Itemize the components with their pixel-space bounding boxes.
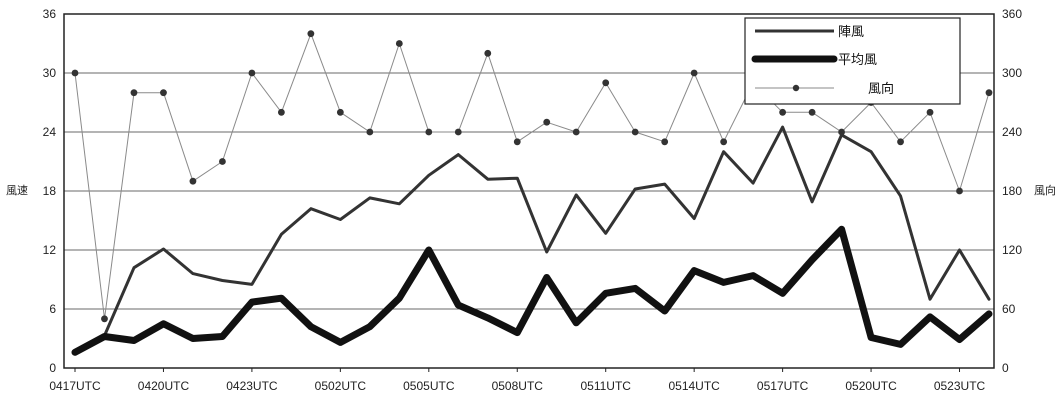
left-tick-label: 6 bbox=[49, 302, 56, 316]
data-point bbox=[956, 187, 963, 195]
x-axis-ticks: 0417UTC 0420UTC 0423UTC 0502UTC 0505UTC 0508U… bbox=[49, 368, 986, 393]
data-point bbox=[838, 128, 845, 136]
data-point bbox=[690, 69, 698, 77]
data-point bbox=[926, 108, 934, 116]
right-axis-label: 風向 bbox=[1034, 183, 1056, 197]
series-layer bbox=[71, 30, 993, 356]
right-axis-ticks: 0 60 120 180 240 300 360 bbox=[1002, 7, 1022, 375]
data-point bbox=[160, 89, 167, 97]
data-point bbox=[189, 177, 197, 185]
data-point bbox=[101, 315, 108, 323]
left-axis-label: 風速 bbox=[6, 184, 28, 197]
data-point bbox=[219, 158, 226, 165]
left-tick-label: 0 bbox=[49, 361, 56, 375]
right-tick-label: 60 bbox=[1002, 302, 1016, 316]
series-line bbox=[71, 225, 993, 356]
left-tick-label: 24 bbox=[43, 125, 57, 139]
right-tick-label: 0 bbox=[1002, 361, 1009, 375]
right-tick-label: 300 bbox=[1002, 66, 1022, 80]
x-tick-label: 0511UTC bbox=[580, 379, 631, 393]
left-tick-label: 18 bbox=[43, 184, 57, 198]
x-tick-label: 0508UTC bbox=[492, 379, 544, 393]
x-tick-label: 0423UTC bbox=[226, 379, 278, 393]
series-gust bbox=[73, 125, 991, 352]
right-tick-label: 240 bbox=[1002, 125, 1022, 139]
series-mean-wind bbox=[71, 225, 993, 356]
data-point bbox=[366, 128, 374, 136]
x-tick-label: 0505UTC bbox=[403, 379, 455, 393]
legend-label-gust: 陣風 bbox=[838, 25, 864, 40]
plot-area-frame bbox=[63, 13, 995, 369]
x-tick-label: 0517UTC bbox=[757, 379, 809, 393]
data-point bbox=[572, 128, 580, 136]
data-point bbox=[336, 108, 344, 116]
right-tick-label: 120 bbox=[1002, 243, 1022, 257]
data-point bbox=[985, 89, 993, 97]
left-tick-label: 36 bbox=[43, 7, 57, 21]
x-tick-label: 0502UTC bbox=[315, 379, 367, 393]
x-tick-label: 0420UTC bbox=[138, 379, 190, 393]
data-point bbox=[71, 69, 79, 77]
data-point bbox=[631, 128, 639, 136]
data-point bbox=[897, 138, 904, 146]
series-line bbox=[74, 33, 990, 320]
legend-marker-direction bbox=[792, 84, 800, 92]
data-point bbox=[307, 30, 315, 38]
data-point bbox=[602, 79, 610, 87]
data-point bbox=[661, 138, 669, 146]
left-axis-ticks: 0 6 12 18 24 30 36 bbox=[43, 7, 57, 375]
data-point bbox=[779, 108, 787, 116]
data-point bbox=[484, 49, 492, 57]
right-tick-label: 180 bbox=[1002, 184, 1022, 198]
data-point bbox=[720, 138, 728, 146]
series-line bbox=[73, 125, 991, 352]
legend-label-direction: 風向 bbox=[868, 81, 894, 97]
x-tick-label: 0514UTC bbox=[668, 379, 720, 393]
data-point bbox=[395, 40, 403, 47]
x-tick-label: 0520UTC bbox=[845, 379, 897, 393]
left-tick-label: 12 bbox=[43, 243, 57, 257]
data-point bbox=[454, 128, 462, 136]
legend-label-mean: 平均風 bbox=[838, 53, 877, 68]
data-point bbox=[808, 108, 816, 116]
right-tick-label: 360 bbox=[1002, 7, 1022, 21]
x-tick-label: 0417UTC bbox=[49, 379, 101, 393]
data-point bbox=[248, 69, 256, 77]
x-tick-label: 0523UTC bbox=[934, 379, 986, 393]
data-point bbox=[425, 128, 433, 136]
data-point bbox=[130, 89, 138, 97]
data-point bbox=[513, 138, 521, 146]
data-point bbox=[277, 108, 285, 116]
legend: 陣風 平均風 風向 bbox=[744, 17, 961, 105]
data-point bbox=[543, 118, 551, 126]
left-tick-label: 30 bbox=[43, 66, 57, 80]
